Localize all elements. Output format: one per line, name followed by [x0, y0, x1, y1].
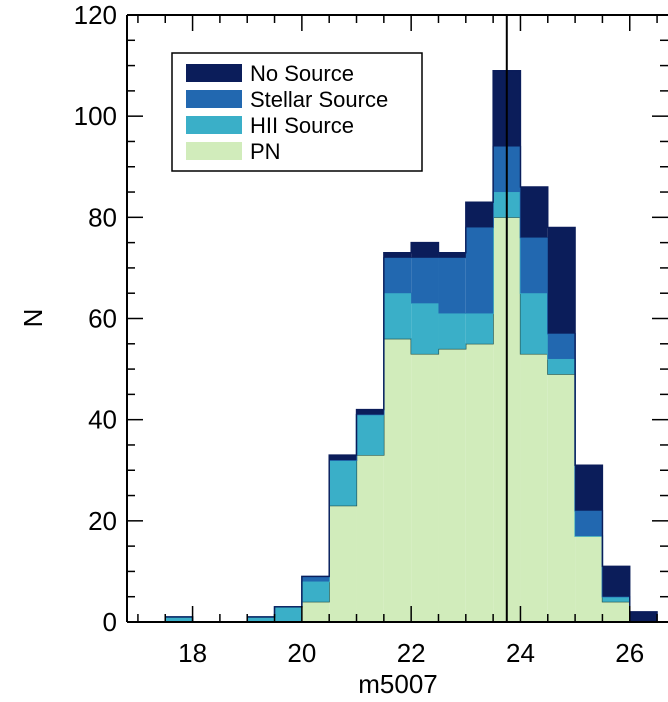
bar-stellar-source [575, 510, 603, 537]
legend-label: Stellar Source [250, 87, 388, 112]
y-tick-label: 60 [88, 304, 117, 334]
legend-swatch [186, 142, 242, 160]
bar-pn [411, 353, 439, 622]
bar-no-source [602, 566, 630, 597]
bar-hii-source [465, 313, 494, 344]
bar-stellar-source [411, 257, 439, 304]
bar-hii-source [247, 616, 275, 622]
bar-hii-source [520, 293, 548, 354]
bar-no-source [411, 242, 439, 258]
bar-hii-source [329, 460, 357, 506]
bar-hii-source [383, 293, 412, 339]
bar-no-source [329, 455, 357, 461]
bar-pn [575, 536, 603, 622]
axes-layer [126, 14, 668, 623]
legend-label: HII Source [250, 113, 354, 138]
legend-label: PN [250, 139, 281, 164]
x-tick-label: 26 [615, 638, 644, 668]
bar-stellar-source [438, 257, 466, 314]
y-tick-label: 40 [88, 405, 117, 435]
y-tick-label: 0 [103, 607, 117, 637]
bar-stellar-source [383, 257, 412, 294]
bar-hii-source [547, 358, 576, 375]
x-tick-label: 18 [178, 638, 207, 668]
bar-no-source [465, 202, 494, 228]
bar-stellar-source [465, 227, 494, 314]
bar-no-source [629, 611, 658, 622]
x-tick-label: 22 [397, 638, 426, 668]
bar-no-source [520, 186, 548, 238]
bar-stellar-source [547, 333, 576, 359]
bar-pn [547, 374, 576, 622]
x-tick-label: 20 [287, 638, 316, 668]
bar-pn [301, 601, 330, 622]
bar-hii-source [165, 616, 193, 622]
bar-hii-source [602, 596, 630, 602]
bar-pn [329, 505, 357, 622]
tick-labels: 18 20 22 24 26 0 20 40 60 80 100 120 [74, 0, 645, 668]
legend-swatch [186, 116, 242, 134]
bars-layer [164, 69, 658, 623]
bar-hii-source [274, 606, 302, 622]
bar-hii-source [356, 414, 384, 456]
legend-label: No Source [250, 61, 354, 86]
y-tick-label: 100 [74, 101, 117, 131]
y-tick-label: 120 [74, 0, 117, 30]
bar-hii-source [438, 313, 466, 349]
x-axis-title: m5007 [358, 669, 438, 699]
bar-pn [356, 455, 384, 622]
bar-pn [438, 348, 466, 622]
legend-swatch [186, 64, 242, 82]
x-tick-label: 24 [506, 638, 535, 668]
bar-stellar-source [301, 576, 330, 582]
bar-stellar-source [520, 237, 548, 294]
legend-swatch [186, 90, 242, 108]
bar-pn [383, 338, 412, 622]
bar-pn [520, 353, 548, 622]
bar-pn [602, 601, 630, 622]
bar-hii-source [301, 581, 330, 602]
bar-no-source [438, 252, 466, 258]
bar-no-source [547, 227, 576, 334]
y-axis-title: N [18, 309, 48, 328]
y-tick-label: 20 [88, 506, 117, 536]
bar-pn [465, 343, 494, 622]
bar-no-source [383, 252, 412, 258]
bar-no-source [356, 409, 384, 415]
y-tick-label: 80 [88, 202, 117, 232]
bar-hii-source [411, 303, 439, 354]
bar-no-source [575, 465, 603, 511]
